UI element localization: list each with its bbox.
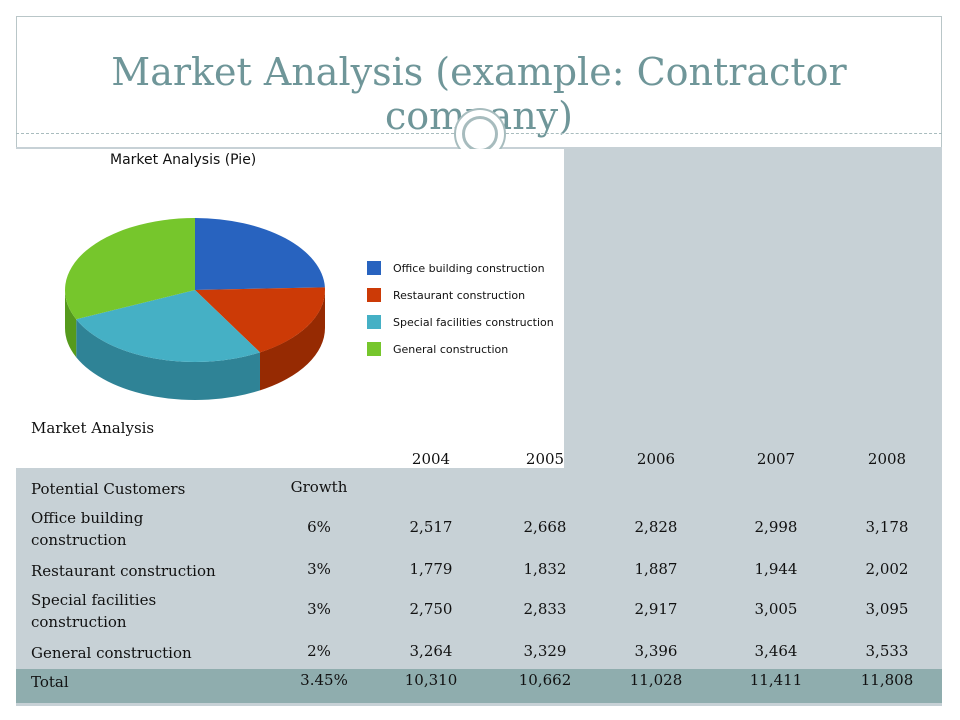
table-title-band bbox=[16, 413, 564, 468]
table-row: Office building construction 6% 2,517 2,… bbox=[16, 507, 942, 551]
growth-cell: 3% bbox=[307, 600, 331, 618]
table-title: Market Analysis bbox=[31, 419, 155, 437]
year-header: 2006 bbox=[636, 450, 676, 468]
potential-customers-header: Potential Customers bbox=[31, 480, 186, 498]
value-cell: 3,329 bbox=[523, 642, 567, 660]
title-divider-right bbox=[506, 133, 942, 134]
total-value-cell: 10,310 bbox=[404, 671, 458, 689]
divider-ring-inner-icon bbox=[462, 116, 498, 152]
year-header: 2004 bbox=[411, 450, 451, 468]
table-year-header: 2004 2005 2006 2007 2008 bbox=[16, 450, 942, 470]
total-growth-cell: 3.45% bbox=[300, 671, 348, 689]
total-value-cell: 11,028 bbox=[629, 671, 683, 689]
total-row-band bbox=[16, 669, 942, 703]
growth-cell: 6% bbox=[307, 518, 331, 536]
value-cell: 2,750 bbox=[409, 600, 453, 618]
growth-header: Growth bbox=[290, 478, 348, 496]
year-header: 2007 bbox=[756, 450, 796, 468]
growth-cell: 2% bbox=[307, 642, 331, 660]
legend-item-office: Office building construction bbox=[367, 261, 545, 275]
legend-swatch-restaurant bbox=[367, 288, 381, 302]
value-cell: 1,887 bbox=[634, 560, 678, 578]
year-header: 2005 bbox=[525, 450, 565, 468]
value-cell: 2,917 bbox=[634, 600, 678, 618]
value-cell: 3,178 bbox=[865, 518, 909, 536]
legend-item-general: General construction bbox=[367, 342, 508, 356]
legend-label-general: General construction bbox=[393, 342, 509, 356]
value-cell: 3,464 bbox=[754, 642, 798, 660]
value-cell: 2,517 bbox=[409, 518, 453, 536]
table-row: General construction 2% 3,264 3,329 3,39… bbox=[16, 642, 942, 664]
row-label: Restaurant construction bbox=[31, 562, 216, 580]
year-header: 2008 bbox=[867, 450, 907, 468]
total-value-cell: 11,808 bbox=[860, 671, 914, 689]
growth-cell: 3% bbox=[307, 560, 331, 578]
value-cell: 1,832 bbox=[523, 560, 567, 578]
value-cell: 3,095 bbox=[865, 600, 909, 618]
table-row: Restaurant construction 3% 1,779 1,832 1… bbox=[16, 560, 942, 582]
legend-item-special: Special facilities construction bbox=[367, 315, 554, 329]
legend-swatch-special bbox=[367, 315, 381, 329]
legend-label-office: Office building construction bbox=[393, 261, 545, 275]
slide-title: Market Analysis (example: Contractor com… bbox=[111, 50, 847, 138]
value-cell: 3,005 bbox=[754, 600, 798, 618]
value-cell: 2,668 bbox=[523, 518, 567, 536]
total-value-cell: 10,662 bbox=[518, 671, 572, 689]
row-label: General construction bbox=[31, 644, 192, 662]
legend-label-restaurant: Restaurant construction bbox=[393, 288, 526, 302]
row-label: Office building construction bbox=[31, 509, 144, 549]
table-row: Special facilities construction 3% 2,750… bbox=[16, 589, 942, 633]
row-label: Special facilities construction bbox=[31, 591, 157, 631]
total-value-cell: 11,411 bbox=[749, 671, 803, 689]
table-column-header: Potential Customers Growth bbox=[16, 478, 942, 498]
value-cell: 1,779 bbox=[409, 560, 453, 578]
legend-label-special: Special facilities construction bbox=[393, 315, 554, 329]
value-cell: 3,533 bbox=[865, 642, 909, 660]
title-divider-left bbox=[16, 133, 454, 134]
value-cell: 1,944 bbox=[754, 560, 798, 578]
legend-swatch-office bbox=[367, 261, 381, 275]
total-label: Total bbox=[31, 673, 69, 691]
value-cell: 2,828 bbox=[634, 518, 678, 536]
legend-item-restaurant: Restaurant construction bbox=[367, 288, 525, 302]
total-row: Total 3.45% 10,310 10,662 11,028 11,411 … bbox=[16, 671, 942, 693]
chart-title: Market Analysis (Pie) bbox=[110, 152, 257, 168]
value-cell: 3,264 bbox=[409, 642, 453, 660]
value-cell: 2,002 bbox=[865, 560, 909, 578]
value-cell: 2,998 bbox=[754, 518, 798, 536]
legend-swatch-general bbox=[367, 342, 381, 356]
value-cell: 3,396 bbox=[634, 642, 678, 660]
value-cell: 2,833 bbox=[523, 600, 567, 618]
